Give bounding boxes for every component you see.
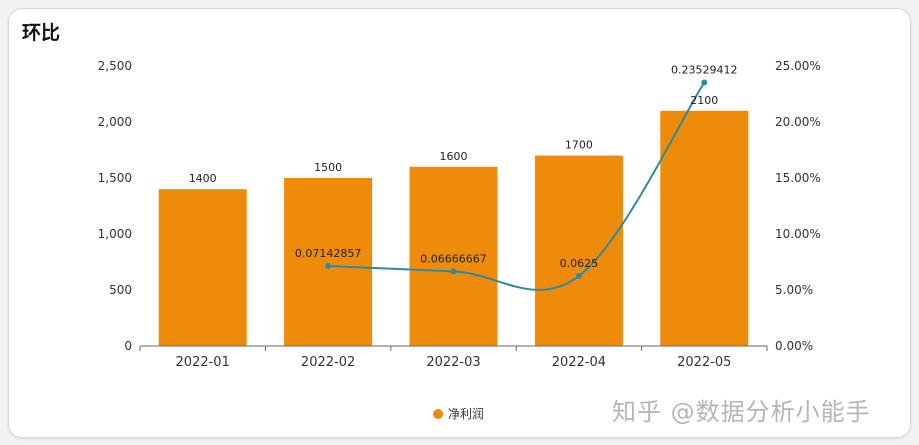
line-value-label: 0.0625 <box>560 257 599 270</box>
x-axis: 2022-01 2022-02 2022-03 2022-04 2022-05 <box>139 345 768 370</box>
line-value-label: 0.23529412 <box>671 63 737 76</box>
x-axis-tick-label: 2022-02 <box>301 355 355 370</box>
line-point[interactable] <box>325 263 332 269</box>
line-series <box>325 79 708 291</box>
right-axis-tick-label: 0.00% <box>775 339 813 353</box>
left-axis-tick-label: 0 <box>124 339 132 353</box>
line-point[interactable] <box>575 273 582 279</box>
x-axis-tick-label: 2022-01 <box>176 355 230 370</box>
x-axis-tick-label: 2022-04 <box>552 355 606 370</box>
line-value-label: 0.06666667 <box>420 252 486 265</box>
right-axis-ticks: 0.00% 5.00% 10.00% 15.00% 20.00% 25.00% <box>775 59 821 353</box>
right-axis-tick-label: 15.00% <box>775 171 821 185</box>
chart-title: 环比 <box>22 22 61 44</box>
line-point[interactable] <box>701 79 708 86</box>
bar-value-label: 2100 <box>690 94 718 107</box>
left-axis-tick-label: 2,000 <box>98 115 132 129</box>
x-axis-tick-label: 2022-03 <box>426 355 480 370</box>
bar-value-label: 1600 <box>440 150 468 163</box>
left-axis-tick-label: 500 <box>109 283 132 297</box>
left-axis-ticks: 0 500 1,000 1,500 2,000 2,500 <box>98 59 132 353</box>
bar-value-label: 1400 <box>189 172 217 185</box>
line-point[interactable] <box>450 268 457 275</box>
watermark-text: 知乎 @数据分析小能手 <box>612 398 871 426</box>
left-axis-tick-label: 1,000 <box>98 227 132 241</box>
right-axis-tick-label: 20.00% <box>775 115 821 129</box>
bar[interactable] <box>660 110 749 346</box>
bar[interactable] <box>158 189 247 346</box>
right-axis-tick-label: 10.00% <box>775 227 821 241</box>
bar[interactable] <box>534 155 623 346</box>
legend[interactable]: 净利润 <box>433 405 484 422</box>
right-axis-tick-label: 5.00% <box>775 283 813 297</box>
bar-value-label: 1500 <box>314 161 342 174</box>
bar-value-label: 1700 <box>565 139 593 152</box>
x-axis-tick-label: 2022-05 <box>677 355 731 370</box>
legend-label: 净利润 <box>448 407 485 421</box>
left-axis-tick-label: 2,500 <box>98 59 132 73</box>
bar[interactable] <box>284 178 373 346</box>
bar[interactable] <box>409 166 498 346</box>
left-axis-tick-label: 1,500 <box>98 171 132 185</box>
data-labels: 1400 1500 1600 1700 2100 0.07142857 0.06666667… <box>189 63 738 270</box>
line-value-label: 0.07142857 <box>295 247 361 260</box>
bar-series <box>158 110 749 346</box>
line-path <box>328 81 706 291</box>
right-axis-tick-label: 25.00% <box>775 59 821 73</box>
legend-marker <box>433 408 443 419</box>
